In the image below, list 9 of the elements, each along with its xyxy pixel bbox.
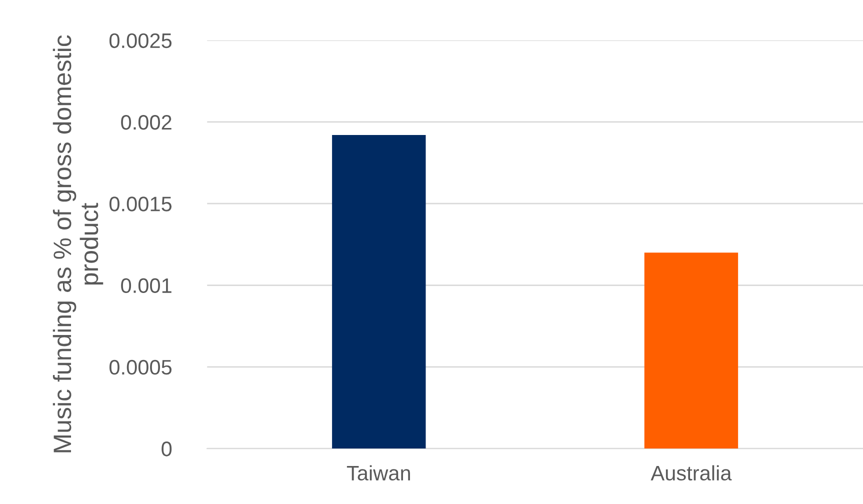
- y-tick-label: 0.0025: [109, 33, 172, 48]
- y-tick-label: 0.002: [121, 114, 172, 130]
- x-tick-label: Australia: [650, 465, 732, 481]
- y-tick-label: 0.0015: [109, 196, 172, 212]
- y-tick-label: 0.0005: [109, 360, 172, 375]
- y-axis-title: Music funding as % of gross domestic product: [52, 35, 104, 452]
- x-tick-label: Taiwan: [346, 465, 410, 481]
- y-tick-label: 0: [162, 442, 172, 456]
- y-tick-label: 0.001: [121, 278, 172, 294]
